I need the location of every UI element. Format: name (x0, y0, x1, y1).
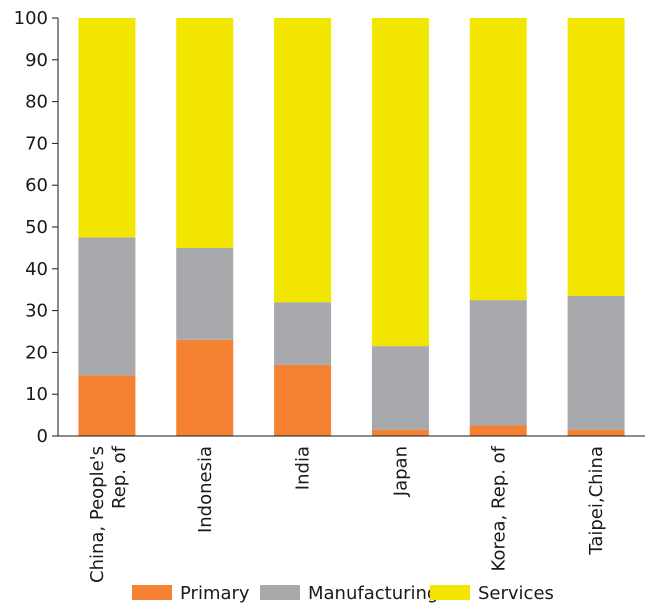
legend-swatch-services (430, 585, 470, 600)
bar-manufacturing-3 (371, 346, 429, 430)
bar-manufacturing-4 (469, 300, 527, 426)
bar-primary-0 (78, 375, 136, 436)
axes-group: China, People'sRep. of Indonesia India Japa… (14, 8, 645, 583)
bar-services-2 (274, 18, 332, 303)
y-tick-label: 20 (25, 342, 48, 363)
legend-label-manufacturing: Manufacturing (308, 583, 438, 604)
bar-primary-5 (567, 429, 625, 436)
y-tick-label: 90 (25, 50, 48, 71)
x-tick-label: China, People'sRep. of (87, 445, 130, 583)
bar-manufacturing-2 (274, 302, 332, 365)
legend-swatch-primary (132, 585, 172, 600)
y-tick-label: 30 (25, 301, 48, 322)
bar-services-5 (567, 18, 625, 296)
x-tick-label: Indonesia (195, 446, 216, 533)
bar-services-1 (176, 18, 234, 248)
x-tick-label: Korea, Rep. of (488, 445, 509, 571)
legend-label-services: Services (478, 583, 554, 604)
bar-manufacturing-1 (176, 247, 234, 340)
y-tick-label: 40 (25, 259, 48, 280)
bar-primary-2 (274, 364, 332, 436)
legend: Primary Manufacturing Services (132, 583, 554, 604)
x-tick-label: Japan (390, 446, 411, 497)
x-tick-label: India (293, 446, 314, 490)
bar-primary-4 (469, 425, 527, 436)
y-tick-label: 60 (25, 175, 48, 196)
bar-primary-1 (176, 339, 234, 436)
x-tick-label: Taipei,China (586, 446, 607, 556)
bar-manufacturing-0 (78, 237, 136, 376)
y-tick-label: 50 (25, 217, 48, 238)
bar-primary-3 (371, 429, 429, 436)
bar-services-4 (469, 18, 527, 301)
bar-services-0 (78, 18, 136, 238)
y-tick-label: 100 (14, 8, 48, 29)
y-tick-label: 80 (25, 92, 48, 113)
bar-services-3 (371, 18, 429, 347)
legend-swatch-manufacturing (260, 585, 300, 600)
y-tick-label: 0 (37, 426, 48, 447)
legend-label-primary: Primary (180, 583, 250, 604)
bars-group (78, 18, 625, 436)
y-tick-label: 10 (25, 384, 48, 405)
y-tick-label: 70 (25, 133, 48, 154)
bar-manufacturing-5 (567, 295, 625, 430)
